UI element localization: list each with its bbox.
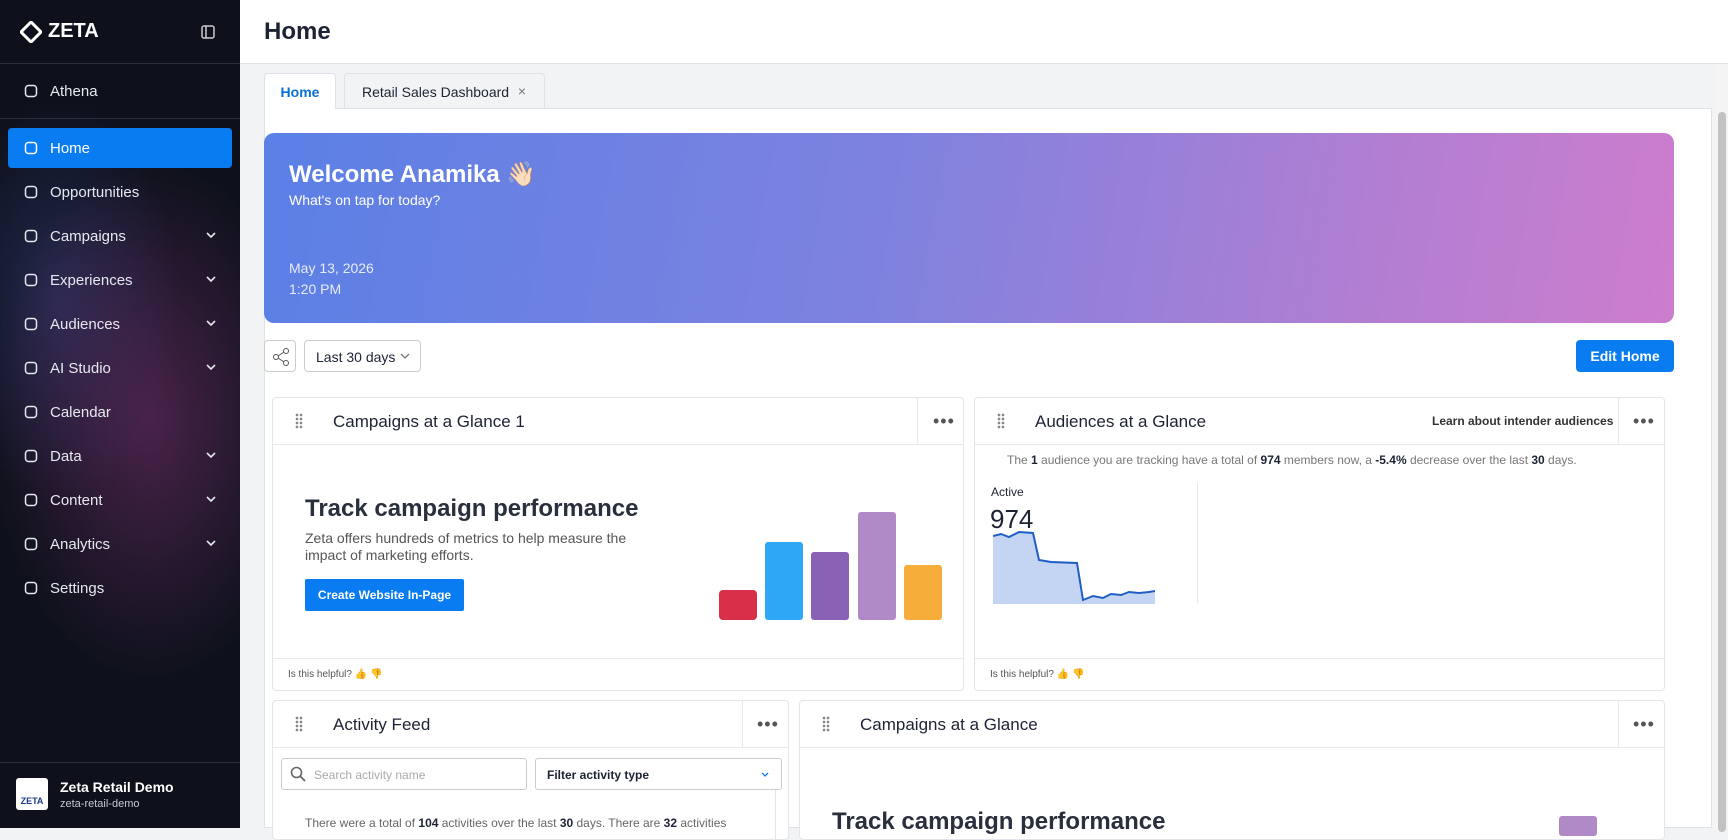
tab-label: Retail Sales Dashboard xyxy=(362,84,510,100)
nav-label: Experiences xyxy=(50,271,133,289)
scrollbar[interactable] xyxy=(1716,64,1728,832)
widget-heading: Track campaign performance xyxy=(305,495,639,522)
search-placeholder: Search activity name xyxy=(314,768,426,782)
menu[interactable]: ••• xyxy=(757,714,779,734)
filter-label: Filter activity type xyxy=(547,768,650,782)
widget: Audiences at a Glance Learn about intend… xyxy=(974,397,1665,691)
text-part: 104 xyxy=(418,816,439,830)
nav-label: Content xyxy=(50,491,103,509)
search-input[interactable]: Search activity name xyxy=(281,758,527,790)
text-part: audience you are tracking have a total o… xyxy=(1037,453,1261,467)
menu[interactable]: ••• xyxy=(1633,411,1655,431)
text-part: decrease over the last xyxy=(1406,453,1532,467)
nav-item[interactable]: Athena xyxy=(8,71,232,111)
range-dropdown[interactable]: Last 30 days xyxy=(304,340,421,372)
nav-item[interactable]: Experiences xyxy=(8,260,232,300)
nav-label: Home xyxy=(50,139,91,157)
date: May 13, 2026 xyxy=(289,260,374,276)
nav-label: Campaigns xyxy=(50,227,126,245)
widget-text: Zeta offers hundreds of metrics to help … xyxy=(305,530,627,563)
welcome-subtitle: What's on tap for today? xyxy=(289,192,441,208)
nav-item[interactable]: Calendar xyxy=(8,392,232,432)
nav-label: Settings xyxy=(50,579,105,597)
text-part: -5.4% xyxy=(1375,453,1407,467)
tab-active[interactable]: Home xyxy=(264,73,336,109)
account-logo: ZETA xyxy=(16,778,48,810)
nav-label: Athena xyxy=(50,82,98,100)
learn-link[interactable]: Learn about intender audiences xyxy=(1432,414,1614,428)
nav-item[interactable]: Audiences xyxy=(8,304,232,344)
account-name[interactable]: Zeta Retail Demo xyxy=(60,779,174,795)
widget: Campaigns at a Glance 1 ••• Track campaig… xyxy=(272,397,964,691)
nav-label: Data xyxy=(50,447,82,465)
nav-item[interactable]: Content xyxy=(8,480,232,520)
widget-heading: Track campaign performance xyxy=(832,808,1166,835)
header: Home xyxy=(240,0,1728,64)
widget: Campaigns at a Glance ••• Track campaign … xyxy=(799,700,1665,840)
text-part: 30 xyxy=(559,816,574,830)
text-part: 30 xyxy=(1531,453,1545,467)
widget-title: Audiences at a Glance xyxy=(1035,412,1207,431)
widget-title: Campaigns at a Glance xyxy=(860,715,1038,734)
nav-item[interactable]: AI Studio xyxy=(8,348,232,388)
nav-item[interactable]: Campaigns xyxy=(8,216,232,256)
menu[interactable]: ••• xyxy=(933,411,955,431)
filter-dropdown[interactable]: Filter activity type xyxy=(535,758,782,790)
nav-label: Opportunities xyxy=(50,183,140,201)
time: 1:20 PM xyxy=(289,281,342,297)
audience-summary: The 1 audience you are tracking have a t… xyxy=(1007,453,1577,467)
text-part: days. There are xyxy=(573,816,664,830)
nav-item[interactable]: Home xyxy=(8,128,232,168)
text-part: 1 xyxy=(1031,453,1038,467)
sparkline xyxy=(993,530,1155,604)
nav-label: Calendar xyxy=(50,403,111,421)
nav-item[interactable]: Analytics xyxy=(8,524,232,564)
illustration xyxy=(719,512,942,620)
text-part: activities xyxy=(677,816,727,830)
status-label: Active xyxy=(991,485,1024,499)
widget-title: Activity Feed xyxy=(333,715,431,734)
welcome-banner: Welcome Anamika 👋🏻 What's on tap for tod… xyxy=(264,133,1674,323)
brand[interactable]: ZETA xyxy=(20,20,99,43)
text-part: The xyxy=(1007,453,1032,467)
widget-title: Campaigns at a Glance 1 xyxy=(333,412,525,431)
nav-item[interactable]: Data xyxy=(8,436,232,476)
nav-label: Audiences xyxy=(50,315,121,333)
menu[interactable]: ••• xyxy=(1633,714,1655,734)
range-label: Last 30 days xyxy=(316,349,396,365)
helpful: Is this helpful? xyxy=(990,669,1054,680)
text-part: activities over the last xyxy=(438,816,560,830)
edit-home-button[interactable]: Edit Home xyxy=(1576,340,1674,372)
tab[interactable]: Retail Sales Dashboard × xyxy=(344,73,545,108)
nav-label: Analytics xyxy=(50,535,111,553)
text-part: 32 xyxy=(663,816,678,830)
text-part: There were a total of xyxy=(305,816,419,830)
text-part: members now, a xyxy=(1280,453,1376,467)
welcome-title: Welcome Anamika 👋🏻 xyxy=(289,161,537,188)
nav-item[interactable]: Settings xyxy=(8,568,232,608)
helpful: Is this helpful? xyxy=(288,669,352,680)
activity-summary: There were a total of 104 activities ove… xyxy=(305,816,726,830)
nav-label: AI Studio xyxy=(50,359,111,377)
text-part: days. xyxy=(1544,453,1577,467)
collapse-button[interactable] xyxy=(201,25,215,39)
member-count: 974 xyxy=(990,504,1034,534)
nav-item[interactable]: Opportunities xyxy=(8,172,232,212)
page-title: Home xyxy=(264,18,331,45)
brand-name: ZETA xyxy=(48,20,99,42)
share-button[interactable] xyxy=(264,340,296,372)
text-part: 974 xyxy=(1260,453,1281,467)
cta-button[interactable]: Create Website In-Page xyxy=(305,579,464,611)
account-id: zeta-retail-demo xyxy=(60,798,140,810)
sidebar: ZETA Athena Home Opportunities Campaigns Exp… xyxy=(0,0,240,828)
widget: Activity Feed ••• Search activity name Fi… xyxy=(272,700,789,840)
